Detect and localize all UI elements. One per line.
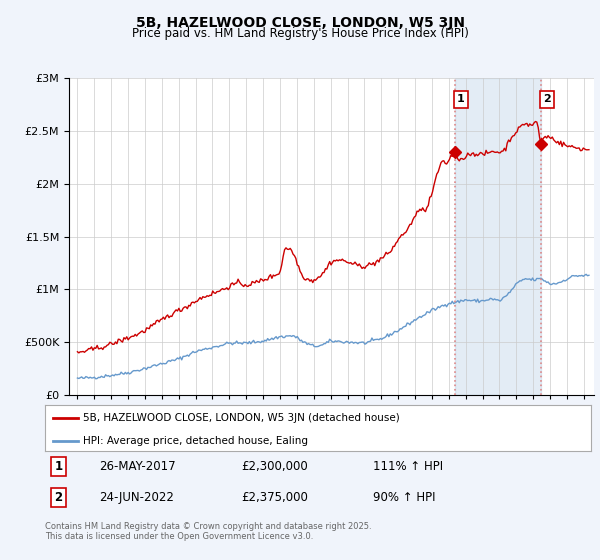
- Text: 2: 2: [543, 94, 551, 104]
- Text: Price paid vs. HM Land Registry's House Price Index (HPI): Price paid vs. HM Land Registry's House …: [131, 27, 469, 40]
- Text: 2: 2: [55, 491, 63, 504]
- Text: 5B, HAZELWOOD CLOSE, LONDON, W5 3JN: 5B, HAZELWOOD CLOSE, LONDON, W5 3JN: [136, 16, 464, 30]
- Text: 90% ↑ HPI: 90% ↑ HPI: [373, 491, 435, 504]
- Text: 5B, HAZELWOOD CLOSE, LONDON, W5 3JN (detached house): 5B, HAZELWOOD CLOSE, LONDON, W5 3JN (det…: [83, 413, 400, 423]
- Text: 111% ↑ HPI: 111% ↑ HPI: [373, 460, 443, 473]
- Bar: [455, 78, 541, 395]
- Text: 24-JUN-2022: 24-JUN-2022: [100, 491, 175, 504]
- Text: HPI: Average price, detached house, Ealing: HPI: Average price, detached house, Eali…: [83, 436, 308, 446]
- Text: 1: 1: [55, 460, 63, 473]
- Text: £2,375,000: £2,375,000: [242, 491, 308, 504]
- Text: Contains HM Land Registry data © Crown copyright and database right 2025.
This d: Contains HM Land Registry data © Crown c…: [45, 522, 371, 542]
- Text: 26-MAY-2017: 26-MAY-2017: [100, 460, 176, 473]
- Text: £2,300,000: £2,300,000: [242, 460, 308, 473]
- Text: 1: 1: [457, 94, 464, 104]
